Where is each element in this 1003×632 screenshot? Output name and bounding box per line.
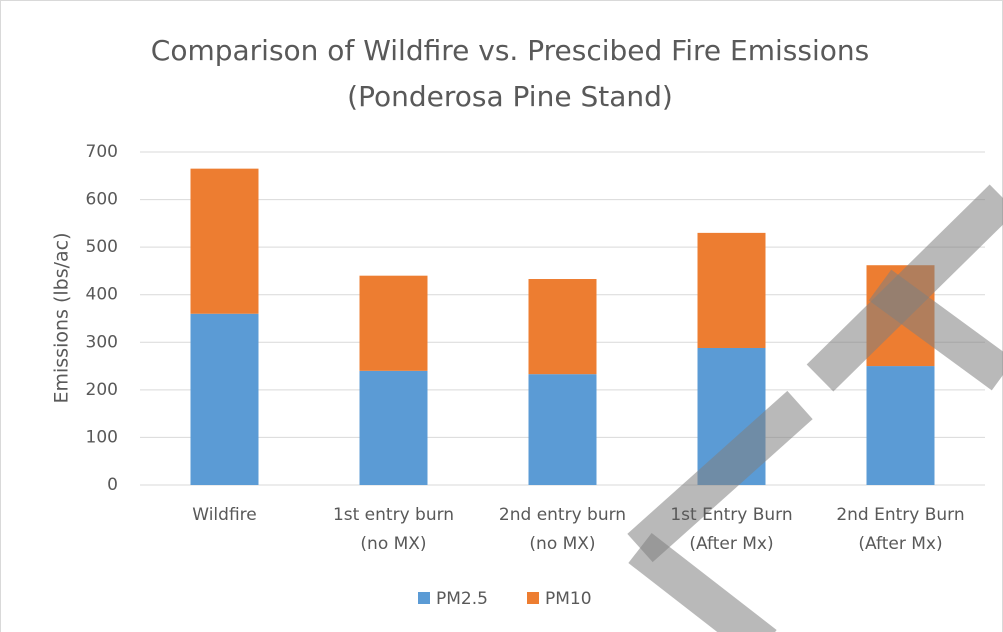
x-tick-label: Wildfire xyxy=(192,505,257,525)
y-tick-label: 400 xyxy=(86,285,118,305)
legend-swatch xyxy=(418,592,430,604)
y-axis-label: Emissions (lbs/ac) xyxy=(51,232,73,403)
bar-segment xyxy=(359,275,428,371)
chart-title: Comparison of Wildfire vs. Prescibed Fir… xyxy=(151,34,869,113)
y-tick-label: 600 xyxy=(86,190,118,210)
bar-segment xyxy=(697,347,766,485)
legend-label: PM10 xyxy=(545,589,592,609)
bar-segment xyxy=(359,370,428,485)
y-tick-label: 200 xyxy=(86,380,118,400)
y-tick-label: 500 xyxy=(86,237,118,257)
bar-segment xyxy=(528,279,597,375)
y-tick-label: 300 xyxy=(86,332,118,352)
bar-segment xyxy=(697,232,766,348)
bar-segment xyxy=(190,168,259,314)
y-tick-label: 0 xyxy=(107,475,118,495)
bar-segment xyxy=(528,374,597,485)
bar-segment xyxy=(190,313,259,485)
x-tick-label: 1st entry burn (no MX) xyxy=(332,505,455,554)
x-tick-label: 2nd entry burn (no MX) xyxy=(498,505,627,554)
legend-swatch xyxy=(527,592,539,604)
y-tick-label: 700 xyxy=(86,142,118,162)
bar-segment xyxy=(866,366,935,485)
x-tick-label: 1st Entry Burn (After Mx) xyxy=(670,505,793,554)
y-tick-label: 100 xyxy=(86,427,118,447)
x-tick-label: 2nd Entry Burn (After Mx) xyxy=(836,505,965,554)
legend-label: PM2.5 xyxy=(436,589,488,609)
bar-segment xyxy=(866,265,935,367)
